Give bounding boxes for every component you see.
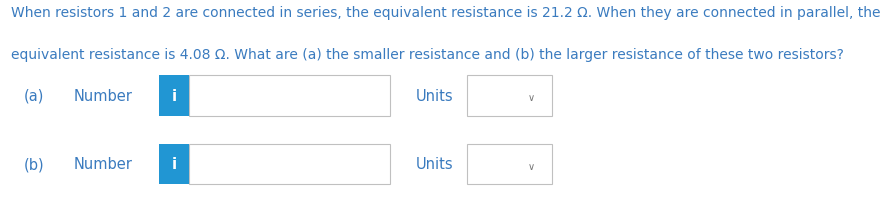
FancyBboxPatch shape — [159, 144, 189, 184]
FancyBboxPatch shape — [467, 76, 552, 116]
Text: Number: Number — [73, 157, 132, 171]
Text: ∨: ∨ — [527, 93, 534, 103]
Text: (b): (b) — [24, 157, 45, 171]
Text: Units: Units — [415, 157, 452, 171]
Text: i: i — [172, 89, 176, 103]
Text: equivalent resistance is 4.08 Ω. What are (a) the smaller resistance and (b) the: equivalent resistance is 4.08 Ω. What ar… — [11, 48, 843, 62]
FancyBboxPatch shape — [189, 144, 390, 184]
Text: (a): (a) — [24, 89, 45, 103]
Text: When resistors 1 and 2 are connected in series, the equivalent resistance is 21.: When resistors 1 and 2 are connected in … — [11, 6, 880, 20]
FancyBboxPatch shape — [159, 76, 189, 116]
Text: i: i — [172, 157, 176, 171]
Text: Number: Number — [73, 89, 132, 103]
FancyBboxPatch shape — [467, 144, 552, 184]
Text: ∨: ∨ — [527, 161, 534, 171]
Text: Units: Units — [415, 89, 452, 103]
FancyBboxPatch shape — [189, 76, 390, 116]
